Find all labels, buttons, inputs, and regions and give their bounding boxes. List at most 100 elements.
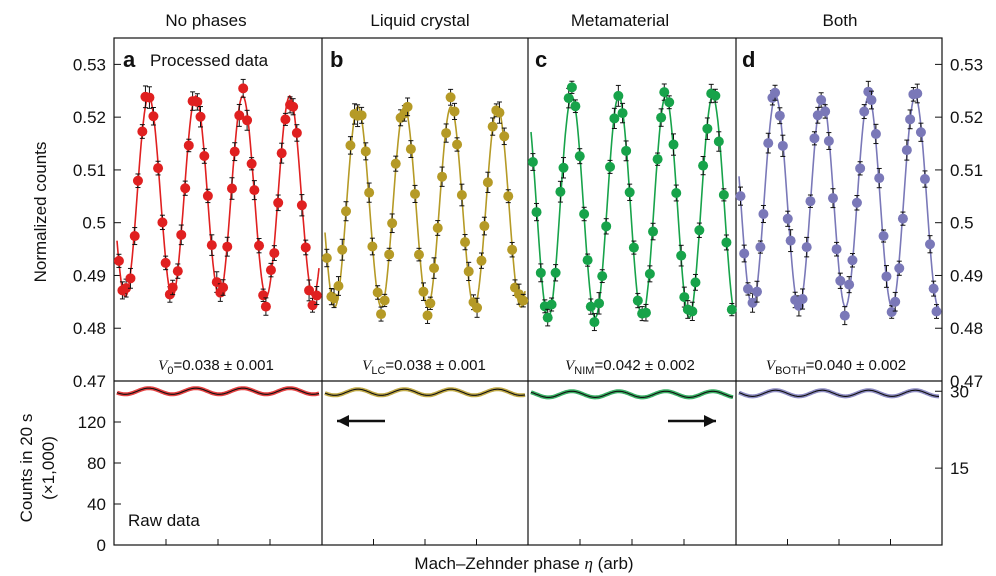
data-point-b <box>367 241 378 252</box>
data-point-d <box>827 193 838 204</box>
data-point-a <box>157 217 168 228</box>
data-point-c <box>632 295 643 306</box>
data-point-b <box>410 188 421 199</box>
data-point-b <box>360 146 371 157</box>
y-tick-label-left: 0.53 <box>73 55 106 74</box>
data-point-d <box>785 235 796 246</box>
arrow-left-head <box>337 415 349 427</box>
data-point-c <box>656 112 667 123</box>
data-point-a <box>167 282 178 293</box>
data-point-a <box>234 110 245 121</box>
y-tick-label-right: 0.48 <box>950 319 983 338</box>
panel-letter-d: d <box>742 47 755 72</box>
data-point-c <box>644 268 655 279</box>
data-point-d <box>735 191 746 202</box>
data-point-d <box>809 133 820 144</box>
data-point-d <box>742 283 753 294</box>
data-point-d <box>847 255 858 266</box>
raw-y-tick-label-left: 80 <box>87 454 106 473</box>
data-point-d <box>897 213 908 224</box>
data-point-c <box>668 139 679 150</box>
data-point-b <box>390 158 401 169</box>
data-point-b <box>437 171 448 182</box>
fit-curve-d <box>738 95 940 309</box>
data-point-b <box>494 107 505 118</box>
data-point-c <box>566 82 577 93</box>
data-point-c <box>570 101 581 112</box>
data-point-b <box>445 92 456 103</box>
data-point-b <box>364 187 375 198</box>
data-point-b <box>418 286 429 297</box>
data-point-c <box>574 151 585 162</box>
data-point-a <box>226 183 237 194</box>
raw-y-tick-label-left: 0 <box>97 536 106 555</box>
data-point-a <box>296 200 307 211</box>
data-point-a <box>195 111 206 122</box>
data-point-d <box>755 242 766 253</box>
data-point-c <box>726 304 737 315</box>
data-point-b <box>321 253 332 264</box>
data-point-d <box>851 197 862 208</box>
data-point-a <box>113 255 124 266</box>
data-point-c <box>690 277 701 288</box>
data-point-a <box>288 101 299 112</box>
data-point-b <box>429 263 440 274</box>
data-point-d <box>905 114 916 125</box>
data-point-b <box>479 221 490 232</box>
data-point-a <box>249 185 260 196</box>
data-point-c <box>555 186 566 197</box>
data-point-a <box>148 111 159 122</box>
raw-data-label: Raw data <box>128 511 200 530</box>
data-point-b <box>503 191 514 202</box>
data-point-d <box>831 244 842 255</box>
data-point-a <box>304 285 315 296</box>
y-axis-title-counts-1: Counts in 20 s <box>17 414 36 523</box>
data-point-a <box>125 273 136 284</box>
data-point-c <box>558 162 569 173</box>
data-point-a <box>260 301 271 312</box>
data-point-d <box>931 306 942 317</box>
data-point-d <box>912 88 923 99</box>
y-tick-label-left: 0.51 <box>73 161 106 180</box>
data-point-a <box>202 190 213 201</box>
raw-fit-d <box>738 389 939 397</box>
data-point-b <box>441 128 452 139</box>
y-tick-label-right: 0.5 <box>950 214 974 233</box>
data-point-c <box>563 93 574 104</box>
data-point-a <box>180 183 191 194</box>
raw-band-b <box>324 387 526 398</box>
data-point-b <box>402 101 413 112</box>
data-point-c <box>648 226 659 237</box>
y-tick-label-right: 0.53 <box>950 55 983 74</box>
data-point-c <box>589 317 600 328</box>
data-point-c <box>613 90 624 101</box>
data-point-a <box>276 148 287 159</box>
data-point-d <box>925 239 936 250</box>
data-point-a <box>192 96 203 107</box>
data-point-b <box>432 222 443 233</box>
data-point-d <box>866 95 877 106</box>
data-point-c <box>652 154 663 165</box>
data-point-d <box>855 163 866 174</box>
data-point-c <box>664 97 675 108</box>
data-point-c <box>585 301 596 312</box>
data-point-a <box>218 282 229 293</box>
data-point-b <box>472 302 483 313</box>
data-point-d <box>782 213 793 224</box>
data-point-a <box>229 146 240 157</box>
data-point-c <box>640 307 651 318</box>
data-point-d <box>878 230 889 241</box>
data-point-d <box>751 286 762 297</box>
data-point-a <box>273 197 284 208</box>
data-point-c <box>718 189 729 200</box>
data-point-c <box>694 225 705 236</box>
data-point-c <box>659 87 670 98</box>
processed-data-label: Processed data <box>150 51 269 70</box>
data-point-a <box>206 240 217 251</box>
data-point-d <box>739 248 750 259</box>
y-tick-label-left: 0.47 <box>73 372 106 391</box>
data-point-c <box>579 208 590 219</box>
data-point-a <box>199 150 210 161</box>
data-point-a <box>238 83 249 94</box>
